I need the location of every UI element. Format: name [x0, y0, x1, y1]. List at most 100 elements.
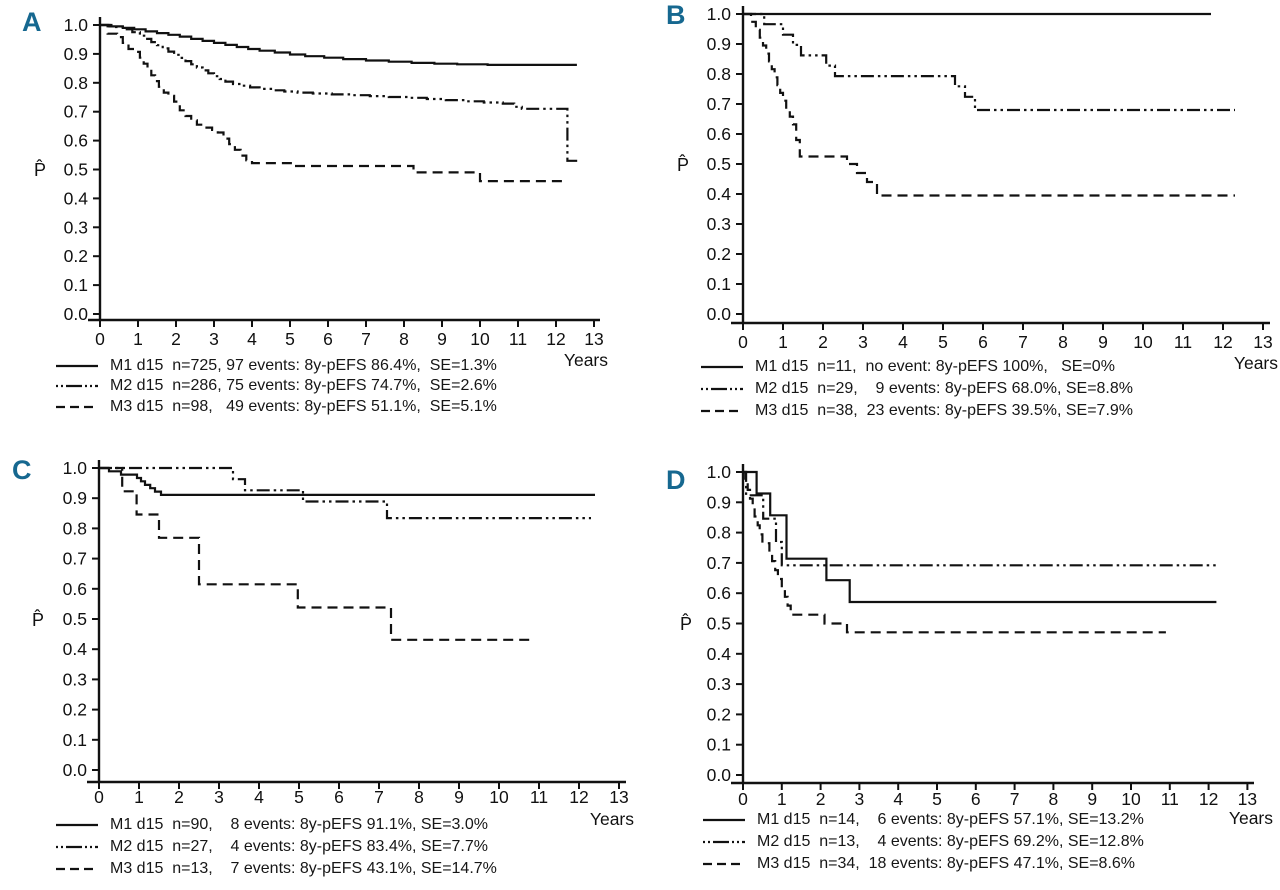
x-tick-label: 10	[489, 787, 509, 807]
x-tick-label: 0	[94, 787, 104, 807]
km-curve-m3-d15	[743, 470, 1166, 634]
legend-row: M1 d15 n=725, 97 events: 8y-pEFS 86.4%, …	[55, 358, 497, 374]
legend-line-dash-dot-dot	[56, 845, 98, 849]
y-tick-labels: 1.0 0.9 0.8 0.7 0.6 0.5 0.4 0.3 0.2 0.1 0.0	[707, 4, 732, 324]
km-curve-m2-d15	[100, 23, 579, 162]
x-tick-label: 1	[777, 789, 787, 809]
legend-label: M3 d15 n=34, 18 events: 8y-pEFS 47.1%, S…	[757, 855, 1136, 872]
x-tick-label: 6	[978, 332, 988, 352]
x-tick-label: 11	[1161, 789, 1179, 809]
x-axis-title-years: Years	[1234, 353, 1278, 373]
km-curve-m1-d15	[100, 23, 577, 66]
y-axis-title-phat: P̂	[680, 613, 692, 634]
y-tick-label: 0.6	[707, 583, 731, 603]
x-tick-label: 2	[818, 332, 828, 352]
legend-label: M1 d15 n=90, 8 events: 8y-pEFS 91.1%, SE…	[110, 816, 488, 833]
km-curve-m1-d15	[743, 470, 1217, 604]
x-tick-label: 9	[1098, 332, 1108, 352]
panel-letter-B: B	[666, 0, 686, 30]
y-axis-title-phat: P̂	[34, 159, 46, 180]
y-tick-label: 0.4	[64, 188, 89, 208]
y-tick-label: 0.3	[707, 214, 731, 234]
y-tick-label: 0.9	[63, 488, 87, 508]
y-tick-label: 0.2	[707, 704, 731, 724]
legend-line-solid	[703, 818, 745, 822]
y-tick-label: 0.4	[63, 639, 88, 659]
y-tick-label: 0.8	[64, 73, 88, 93]
x-tick-label: 0	[738, 332, 748, 352]
y-tick-label: 0.9	[707, 34, 731, 54]
legend-line-solid	[56, 823, 98, 827]
x-tick-label: 8	[1049, 789, 1059, 809]
legend-row: M2 d15 n=286, 75 events: 8y-pEFS 74.7%, …	[55, 378, 497, 394]
x-tick-label: 3	[214, 787, 224, 807]
km-plot-B: 1.00.90.80.70.60.50.40.30.20.10.00 1 2 3 4 5 6…	[677, 4, 1278, 373]
x-tick-labels: 0 1 2 3 4 5 6 7 8 9 10 11 12 13	[94, 787, 629, 807]
x-tick-label: 0	[95, 329, 105, 349]
legend-row: M3 d15 n=13, 7 events: 8y-pEFS 43.1%, SE…	[55, 861, 497, 877]
x-tick-label: 1	[134, 787, 144, 807]
y-tick-label: 0.5	[707, 154, 731, 174]
km-curve-m3-d15	[743, 12, 1235, 197]
y-tick-label: 0.1	[707, 735, 731, 755]
y-axis-title-phat: P̂	[677, 154, 689, 175]
y-tick-label: 0.0	[707, 765, 732, 785]
x-tick-label: 12	[1213, 332, 1232, 352]
legend-row: M2 d15 n=13, 4 events: 8y-pEFS 69.2%, SE…	[702, 834, 1144, 850]
x-tick-label: 5	[294, 787, 304, 807]
x-tick-label: 3	[209, 329, 219, 349]
x-tick-label: 9	[1087, 789, 1097, 809]
panel-C: C 1.0 0.9 0.8 0.7 0.6 0.5 0.4 0.3 0.2 0.1 0.0 0 1 2 3 4…	[0, 445, 640, 890]
x-tick-label: 5	[285, 329, 295, 349]
legend-line-dashed	[56, 405, 98, 409]
panel-letter-A: A	[22, 7, 42, 37]
x-tick-label: 0	[738, 789, 748, 809]
x-tick-label: 12	[1199, 789, 1218, 809]
legend-row: M1 d15 n=11, no event: 8y-pEFS 100%, SE=…	[700, 359, 1115, 375]
x-axis-title-years: Years	[564, 350, 608, 370]
x-tick-labels: 0 1 2 3 4 5 6 7 8 9 10 11 12 13	[738, 332, 1273, 352]
x-tick-label: 8	[414, 787, 424, 807]
legend-label: M2 d15 n=29, 9 events: 8y-pEFS 68.0%, SE…	[755, 380, 1133, 397]
y-tick-label: 0.1	[64, 275, 88, 295]
legend-row: M1 d15 n=90, 8 events: 8y-pEFS 91.1%, SE…	[55, 817, 488, 833]
y-tick-labels: 1.0 0.9 0.8 0.7 0.6 0.5 0.4 0.3 0.2 0.1 0.0	[64, 15, 89, 324]
y-tick-label: 1.0	[64, 15, 89, 35]
legend-label: M2 d15 n=286, 75 events: 8y-pEFS 74.7%, …	[110, 377, 497, 394]
x-tick-label: 2	[174, 787, 184, 807]
legend-row: M3 d15 n=34, 18 events: 8y-pEFS 47.1%, S…	[702, 856, 1135, 872]
x-tick-label: 8	[399, 329, 409, 349]
legend-line-dashed	[56, 867, 98, 871]
y-tick-label: 0.2	[63, 700, 87, 720]
x-tick-label: 7	[374, 787, 384, 807]
x-tick-label: 11	[530, 787, 548, 807]
y-tick-label: 0.5	[63, 609, 87, 629]
x-tick-label: 12	[546, 329, 565, 349]
legend-label: M2 d15 n=27, 4 events: 8y-pEFS 83.4%, SE…	[110, 838, 488, 855]
y-tick-label: 0.0	[707, 304, 732, 324]
km-curve-m2-d15	[743, 470, 1217, 567]
panel-D: D 1.0 0.9 0.8 0.7 0.6 0.5 0.4 0.3 0.2 0.1 0.0 0 1 2 3 4…	[640, 445, 1280, 890]
x-tick-label: 10	[1121, 789, 1141, 809]
y-tick-label: 0.1	[63, 730, 87, 750]
y-tick-label: 0.7	[63, 549, 87, 569]
x-tick-label: 4	[247, 329, 257, 349]
x-tick-labels: 0 1 2 3 4 5 6 7 8 9 10 11 12 13	[95, 329, 604, 349]
x-tick-label: 13	[1238, 789, 1257, 809]
y-axis-title-phat: P̂	[32, 609, 44, 630]
x-tick-label: 3	[855, 789, 865, 809]
x-tick-label: 12	[569, 787, 588, 807]
x-tick-label: 3	[858, 332, 868, 352]
y-tick-label: 0.3	[63, 669, 87, 689]
x-tick-label: 11	[509, 329, 527, 349]
legend-label: M3 d15 n=98, 49 events: 8y-pEFS 51.1%, S…	[110, 398, 497, 415]
km-plot-C: 1.00.90.80.70.60.50.40.30.20.10.00 1 2 3 4 5 6…	[32, 458, 634, 829]
legend-line-solid	[701, 365, 743, 369]
x-tick-label: 13	[1253, 332, 1272, 352]
legend-label: M1 d15 n=11, no event: 8y-pEFS 100%, SE=…	[755, 358, 1115, 375]
y-tick-label: 0.6	[64, 131, 88, 151]
x-axis-title-years: Years	[1229, 808, 1273, 828]
legend-label: M3 d15 n=13, 7 events: 8y-pEFS 43.1%, SE…	[110, 860, 497, 877]
y-tick-label: 0.6	[707, 124, 731, 144]
